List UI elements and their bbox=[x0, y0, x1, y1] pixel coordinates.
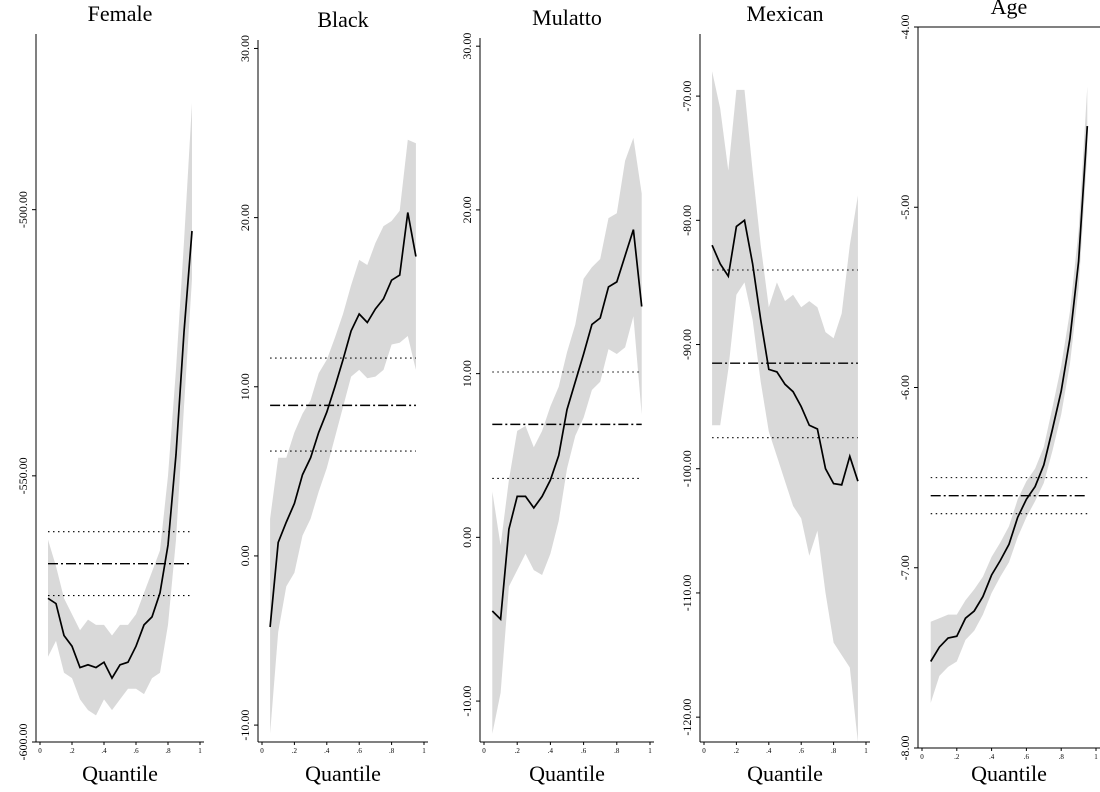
age-y-tick-label: -8.00 bbox=[898, 736, 912, 761]
age-x-tick-label: .6 bbox=[1024, 753, 1030, 761]
mulatto-x-tick-label: .6 bbox=[581, 747, 587, 755]
age-x-tick-label: 1 bbox=[1094, 753, 1098, 761]
female-x-axis-label: Quantile bbox=[82, 761, 158, 786]
mexican-y-tick-label: -90.00 bbox=[680, 329, 694, 360]
age-panel-title: Age bbox=[991, 0, 1028, 19]
age-x-tick-label: .4 bbox=[989, 753, 995, 761]
mexican-estimate-line bbox=[711, 218, 859, 486]
black-x-tick-label: .4 bbox=[324, 747, 330, 755]
mulatto-estimate-line bbox=[491, 229, 643, 622]
black-y-tick-label: -10.00 bbox=[238, 710, 252, 741]
female-y-tick-label: -550.00 bbox=[16, 457, 30, 494]
black-x-tick-label: .2 bbox=[292, 747, 298, 755]
mulatto-x-tick-label: .4 bbox=[548, 747, 554, 755]
female-x-tick-label: .8 bbox=[165, 747, 171, 755]
female-x-tick-label: .2 bbox=[69, 747, 75, 755]
mulatto-confidence-band bbox=[492, 137, 642, 734]
mexican-y-tick-label: -70.00 bbox=[680, 81, 694, 112]
mulatto-panel-title: Mulatto bbox=[532, 5, 602, 30]
age-estimate-line bbox=[929, 126, 1089, 662]
age-confidence-band bbox=[930, 86, 1088, 703]
age-x-tick-label: .8 bbox=[1059, 753, 1065, 761]
mexican-confidence-band bbox=[712, 71, 858, 743]
mexican-x-tick-label: 0 bbox=[702, 747, 706, 755]
black-y-tick-label: 30.00 bbox=[238, 35, 252, 62]
mulatto-y-tick-label: 10.00 bbox=[460, 360, 474, 387]
mexican-x-tick-label: .4 bbox=[766, 747, 772, 755]
black-y-tick-label: 10.00 bbox=[238, 373, 252, 400]
female-x-tick-label: 1 bbox=[198, 747, 202, 755]
age-y-tick-label: -5.00 bbox=[898, 195, 912, 220]
mexican-x-axis-label: Quantile bbox=[747, 761, 823, 786]
black-panel-title: Black bbox=[317, 7, 368, 32]
mulatto-x-tick-label: 1 bbox=[648, 747, 652, 755]
mulatto-x-tick-label: 0 bbox=[482, 747, 486, 755]
mexican-x-tick-label: .2 bbox=[734, 747, 740, 755]
mexican-y-tick-label: -120.00 bbox=[680, 699, 694, 736]
mexican-x-tick-label: .6 bbox=[799, 747, 805, 755]
female-panel: -500.00 -550.00 -600.00 0 .2 .4 .6 .8 1 Female Qua… bbox=[16, 1, 204, 786]
black-panel: 30.00 20.00 10.00 0.00 -10.00 0 .2 .4 .6 .8 1 Black… bbox=[238, 7, 428, 786]
mulatto-y-tick-label: -10.00 bbox=[460, 686, 474, 717]
mulatto-y-tick-label: 0.00 bbox=[460, 527, 474, 548]
mulatto-y-tick-label: 20.00 bbox=[460, 196, 474, 223]
female-x-tick-label: .4 bbox=[101, 747, 107, 755]
black-x-tick-label: .8 bbox=[389, 747, 395, 755]
mulatto-y-tick-label: 30.00 bbox=[460, 33, 474, 60]
mulatto-panel: 30.00 20.00 10.00 0.00 -10.00 0 .2 .4 .6 .8 1 Mulat… bbox=[460, 5, 654, 786]
black-y-tick-label: 20.00 bbox=[238, 204, 252, 231]
age-y-tick-label: -6.00 bbox=[898, 375, 912, 400]
female-panel-title: Female bbox=[88, 1, 153, 26]
female-y-tick-label: -600.00 bbox=[16, 724, 30, 761]
age-panel: -4.00 -5.00 -6.00 -7.00 -8.00 0 .2 .4 .6 .8 1 Age Qu… bbox=[898, 0, 1100, 786]
black-estimate-line bbox=[269, 212, 417, 628]
mulatto-x-tick-label: .8 bbox=[614, 747, 620, 755]
female-x-tick-label: .6 bbox=[133, 747, 139, 755]
mexican-panel: -70.00 -80.00 -90.00 -100.00 -110.00 -120.00 0… bbox=[680, 1, 870, 786]
female-y-tick-label: -500.00 bbox=[16, 191, 30, 228]
age-x-tick-label: 0 bbox=[920, 753, 924, 761]
black-x-tick-label: 1 bbox=[422, 747, 426, 755]
mexican-y-tick-label: -100.00 bbox=[680, 450, 694, 487]
mulatto-x-axis-label: Quantile bbox=[529, 761, 605, 786]
black-x-tick-label: 0 bbox=[260, 747, 264, 755]
black-confidence-band bbox=[270, 139, 416, 734]
mexican-y-tick-label: -110.00 bbox=[680, 575, 694, 612]
age-y-tick-label: -4.00 bbox=[898, 15, 912, 40]
mexican-x-tick-label: 1 bbox=[864, 747, 868, 755]
female-estimate-line bbox=[47, 230, 193, 680]
mexican-panel-title: Mexican bbox=[747, 1, 824, 26]
female-x-tick-label: 0 bbox=[38, 747, 42, 755]
black-x-axis-label: Quantile bbox=[305, 761, 381, 786]
black-y-tick-label: 0.00 bbox=[238, 545, 252, 566]
female-confidence-band bbox=[48, 103, 192, 716]
age-x-tick-label: .2 bbox=[954, 753, 960, 761]
black-x-tick-label: .6 bbox=[357, 747, 363, 755]
mulatto-x-tick-label: .2 bbox=[515, 747, 521, 755]
age-y-tick-label: -7.00 bbox=[898, 555, 912, 580]
age-x-axis-label: Quantile bbox=[971, 761, 1047, 786]
mexican-x-tick-label: .8 bbox=[831, 747, 837, 755]
mexican-y-tick-label: -80.00 bbox=[680, 205, 694, 236]
